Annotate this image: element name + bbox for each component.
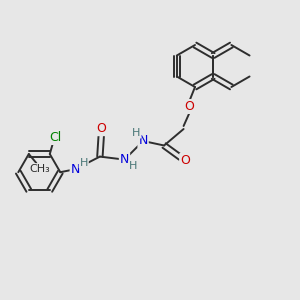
Text: O: O <box>97 122 106 135</box>
Text: O: O <box>180 154 190 167</box>
Text: O: O <box>185 100 194 113</box>
Text: H: H <box>132 128 141 138</box>
Text: CH₃: CH₃ <box>29 164 50 174</box>
Text: H: H <box>129 161 137 171</box>
Text: N: N <box>138 134 148 148</box>
Text: N: N <box>70 163 80 176</box>
Text: Cl: Cl <box>50 131 62 144</box>
Text: N: N <box>120 153 129 166</box>
Text: H: H <box>80 158 88 168</box>
